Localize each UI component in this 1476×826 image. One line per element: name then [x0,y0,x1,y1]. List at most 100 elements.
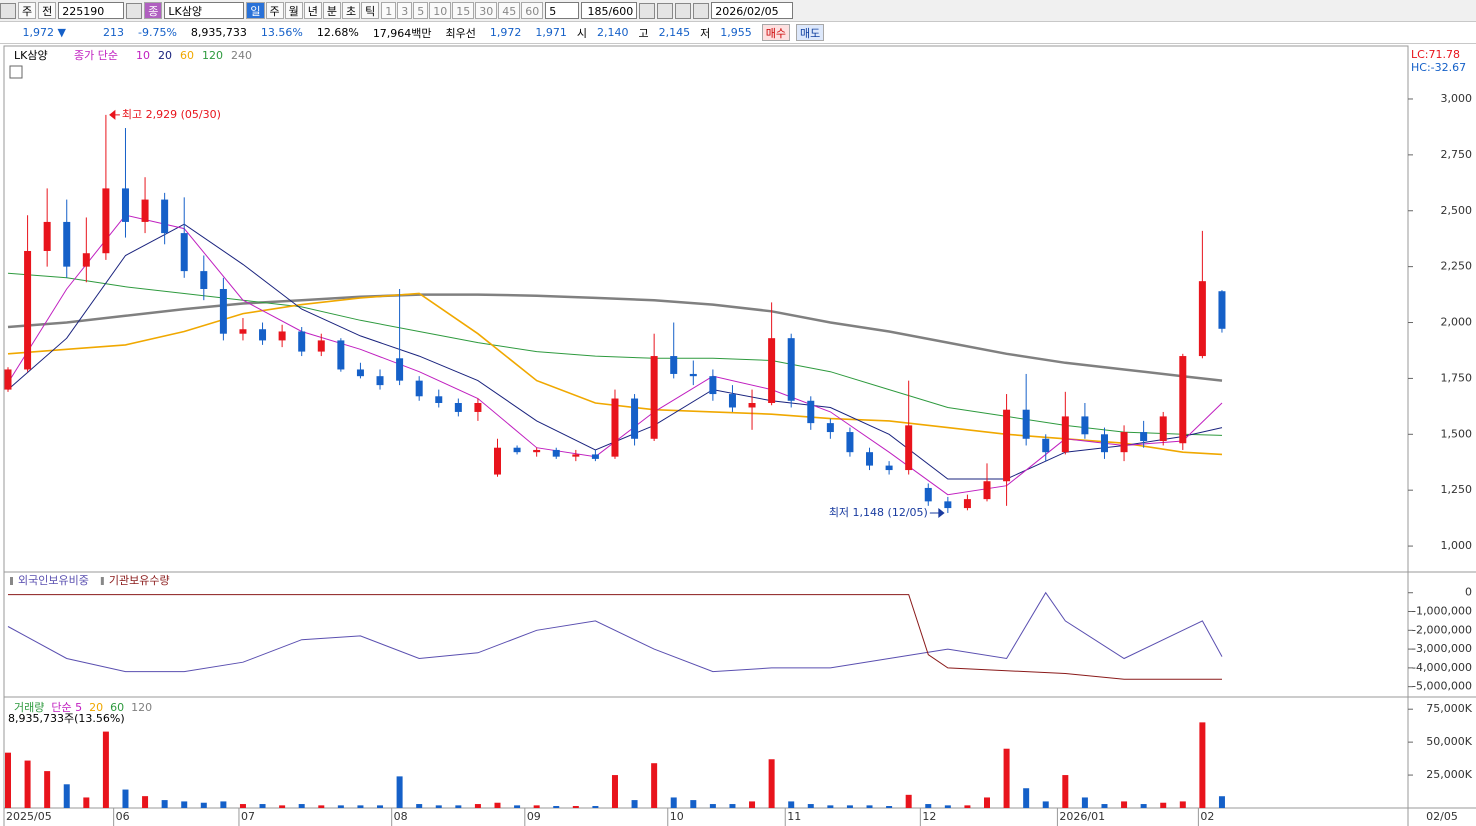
y-tick-label: -2,000,000 [1412,623,1472,636]
candle-body [43,221,51,251]
name-input[interactable]: LK삼양 [164,2,245,19]
high-label: 고 [638,26,649,40]
price: 1,972 ▼ [22,26,66,39]
volume-bar [1023,788,1030,808]
candle-body [121,188,129,222]
candle-body [415,380,423,397]
candle-body [82,253,90,267]
volume-bar [651,763,658,808]
volume-bar [572,806,579,808]
num-button[interactable]: 5 [413,2,429,19]
volume-bar [768,759,775,808]
legend-icon [100,577,104,585]
icon[interactable] [126,2,143,19]
candle-body [298,331,306,352]
candle-body [161,199,169,234]
unit-button[interactable]: 주 [265,2,284,19]
period-select[interactable]: 주 [18,2,37,19]
candle-body [24,250,32,370]
volume-bar [142,796,149,808]
candle-body [1100,434,1108,453]
y-tick-label: 2,000 [1441,316,1473,329]
candle-body [259,329,267,341]
candle-body [1061,416,1069,453]
volume-bar [1140,804,1147,808]
ask: 1,972 [489,26,522,39]
unit-button[interactable]: 년 [303,2,322,19]
candle-body [1022,409,1030,439]
legend-entry: 20 [89,701,103,714]
candle-body [239,329,247,334]
candle-body [728,394,736,408]
volume-bar [220,801,227,808]
sell-button[interactable]: 매도 [796,24,825,41]
lc-label: LC:71.78 [1411,48,1460,61]
unit-button[interactable]: 초 [342,2,361,19]
buy-button[interactable]: 매수 [761,24,791,41]
volume-bar [44,771,51,808]
date-input[interactable]: 2026/02/05 [711,2,794,19]
candle-body [1140,432,1148,442]
volume-bar [944,805,951,808]
y-tick-label: 75,000K [1426,702,1472,715]
candle-body [748,403,756,408]
num-button[interactable]: 3 [397,2,413,19]
candle-body [180,233,188,272]
legend-ma-label: 단순 5 [51,701,82,714]
volume-bar [1003,748,1010,808]
y-tick-label: 0 [1465,586,1472,599]
icon[interactable] [657,2,674,19]
candle-body [454,403,462,412]
volume-bar [435,805,442,808]
volume-bar [357,805,364,808]
y-tick-label: -3,000,000 [1412,642,1472,655]
num-buttons: 1 3 5 10 15 30 45 60 [381,2,544,19]
legend-entry: 120 [202,49,223,62]
icon[interactable] [0,2,16,19]
legend-entry: 20 [158,49,172,62]
legend-title: LK삼양 [14,49,48,62]
icon[interactable] [9,65,23,79]
icon[interactable] [693,2,710,19]
volume-bar [474,804,481,808]
num-button[interactable]: 60 [521,2,544,19]
candle-body [983,481,991,500]
y-tick-label: 2,500 [1441,204,1473,217]
candle-body [356,369,364,377]
count-input[interactable]: 185/600 [581,2,638,19]
volume-bar [514,805,521,808]
unit-button[interactable]: 틱 [361,2,380,19]
candle-body [866,452,874,466]
y-tick-label: 1,500 [1441,427,1473,440]
icon[interactable] [639,2,656,19]
candle-body [1120,432,1128,453]
code-input[interactable]: 225190 [58,2,125,19]
y-tick-label: 2,750 [1441,148,1473,161]
candle-body [494,447,501,475]
candle-body [963,499,971,509]
num-button[interactable]: 30 [475,2,498,19]
unit-button[interactable]: 분 [322,2,341,19]
step-select[interactable]: 5 [545,2,580,19]
unit-button[interactable]: 월 [284,2,303,19]
x-tick-label: 10 [670,810,684,823]
x-tick-label: 2026/01 [1059,810,1105,823]
unit-button[interactable]: 일 [246,2,265,19]
volume-bar [83,797,90,808]
candle-body [533,449,541,453]
num-button[interactable]: 10 [429,2,452,19]
prev-button[interactable]: 전 [38,2,57,19]
num-button[interactable]: 45 [498,2,521,19]
num-button[interactable]: 15 [452,2,475,19]
legend-entry: 60 [180,49,194,62]
num-button[interactable]: 1 [381,2,397,19]
volume-bar [925,804,932,808]
volume-bar [1218,796,1225,808]
candle-body [709,376,717,395]
volume-bar [181,801,188,808]
icon[interactable] [675,2,692,19]
candle-body [631,398,639,439]
volume-bar [1160,802,1167,808]
volume-bar [200,802,207,808]
volume-bar [964,805,971,808]
